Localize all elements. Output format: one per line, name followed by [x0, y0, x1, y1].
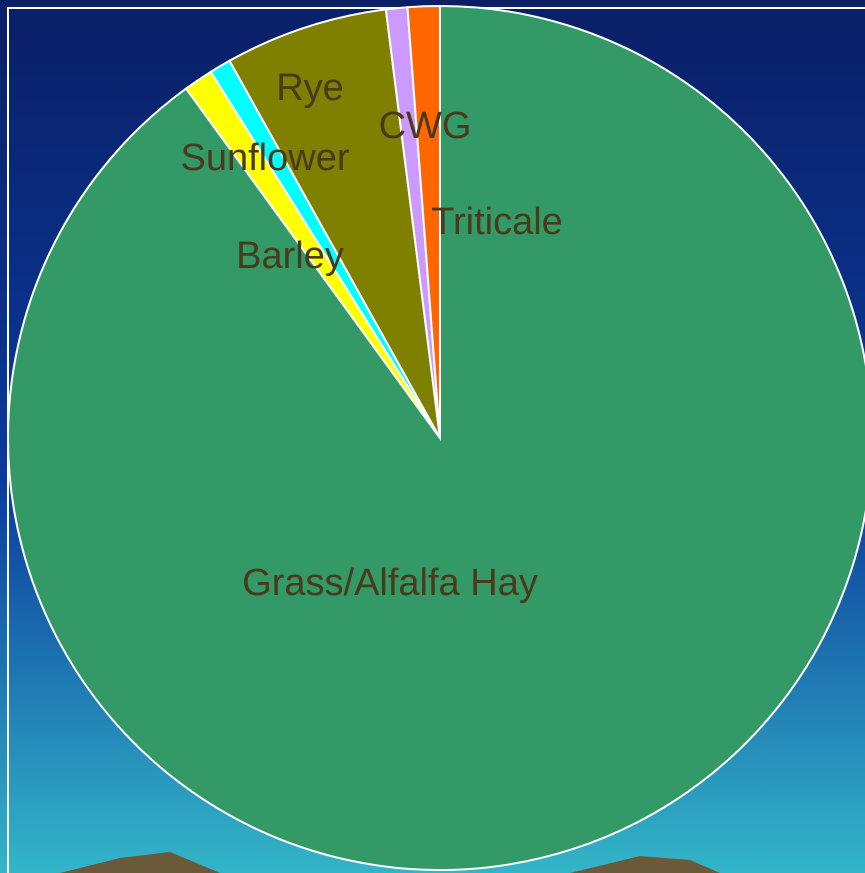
pie [7, 4, 865, 871]
hill [570, 856, 720, 873]
slice-label: Triticale [431, 201, 563, 243]
slice-label: Rye [276, 67, 344, 109]
labels: Grass/Alfalfa Hay Barley Sunflower Rye CWG Tr… [181, 67, 563, 604]
slice-label: Grass/Alfalfa Hay [242, 562, 538, 604]
pie-slice [406, 4, 441, 439]
pie-slice [228, 8, 441, 439]
slice-label: Barley [236, 235, 344, 277]
slice-label: CWG [379, 105, 472, 147]
hill [60, 852, 220, 873]
pie-slice [7, 4, 865, 871]
slice-label: Sunflower [181, 137, 350, 179]
